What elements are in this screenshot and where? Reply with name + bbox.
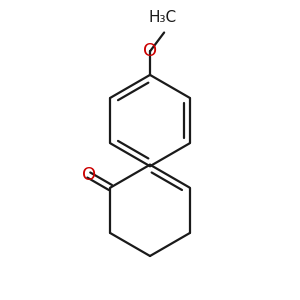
Text: O: O xyxy=(143,42,157,60)
Text: H₃C: H₃C xyxy=(148,10,177,25)
Text: O: O xyxy=(82,166,96,184)
